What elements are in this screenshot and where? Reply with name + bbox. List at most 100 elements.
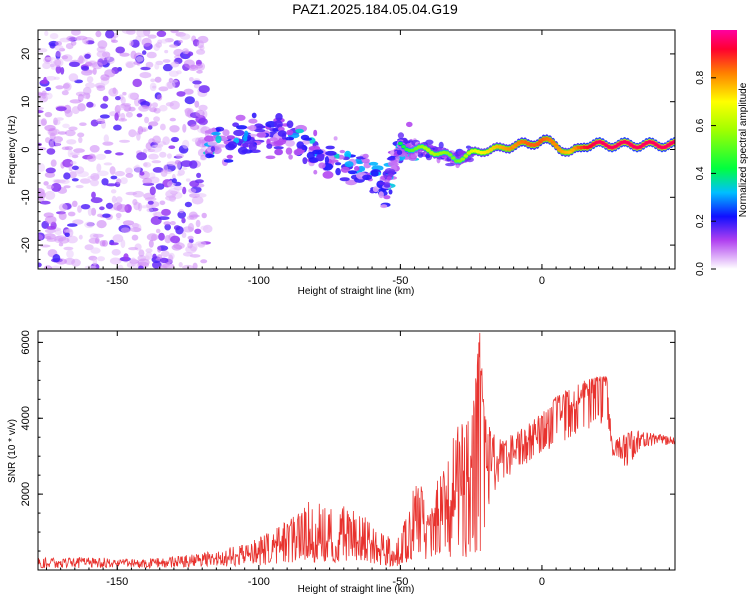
spectrogram-blob — [115, 96, 121, 101]
spectrogram-blob — [185, 178, 191, 182]
spectrogram-blob — [192, 80, 202, 85]
spectrogram-blob — [154, 76, 162, 83]
spectrogram-blob — [178, 39, 183, 44]
spectrogram-blob — [44, 171, 56, 178]
spectrogram-blob — [126, 62, 134, 69]
spectrogram-blob — [178, 262, 183, 268]
spectrogram-blob — [160, 123, 166, 131]
spectrogram-blob — [215, 135, 222, 144]
spectrogram-blob — [147, 125, 153, 130]
spectrogram-blob — [44, 215, 57, 225]
spectrogram-blob — [388, 189, 393, 195]
spectrogram-blob — [457, 150, 466, 156]
spectrogram-blob — [49, 33, 59, 40]
spectrogram-blob — [138, 265, 144, 269]
spectrogram-blob — [90, 207, 97, 216]
spectrogram-y-tick-label: 0 — [20, 146, 32, 152]
spectrogram-ridge-core — [654, 143, 660, 147]
spectrogram-blob — [169, 125, 180, 133]
spectrogram-blob — [265, 121, 278, 128]
spectrogram-blob — [64, 129, 76, 137]
spectrogram-blob — [182, 123, 187, 133]
spectrogram-blob — [72, 219, 84, 225]
spectrogram-ridge-cell — [398, 141, 403, 146]
spectrogram-blob — [64, 146, 73, 151]
spectrogram-blob — [90, 179, 99, 187]
spectrogram-blob — [157, 245, 162, 253]
spectrogram-blob — [131, 234, 139, 241]
spectrogram-blob — [54, 44, 64, 51]
spectrogram-blob — [266, 143, 273, 149]
spectrogram-ridge-core — [555, 145, 560, 149]
spectrogram-y-axis-label: Frequency (Hz) — [7, 116, 18, 185]
spectrogram-blob — [226, 135, 235, 140]
spectrogram-blob — [187, 222, 195, 232]
spectrogram-ridge-core — [670, 141, 675, 144]
spectrogram-blob — [51, 182, 62, 192]
spectrogram-blob — [102, 141, 114, 146]
spectrogram-blob — [105, 202, 114, 209]
spectrogram-blob — [50, 265, 62, 269]
spectrogram-blob — [196, 70, 203, 74]
spectrogram-ridge-core — [667, 143, 672, 146]
spectrogram-blob — [175, 153, 184, 159]
spectrogram-blob — [272, 128, 280, 132]
spectrogram-blob — [109, 166, 116, 175]
spectrogram-blob — [192, 262, 198, 269]
spectrogram-marks — [38, 30, 675, 269]
spectrogram-blob — [117, 264, 124, 269]
spectrogram-x-ticks: -150 -100 -50 0 — [45, 30, 670, 287]
spectrogram-blob — [52, 254, 61, 263]
spectrogram-blob — [248, 125, 257, 132]
spectrogram-blob — [146, 233, 159, 241]
spectrogram-blob — [77, 93, 84, 102]
spectrogram-blob — [46, 226, 56, 230]
spectrogram-blob — [189, 77, 194, 82]
spectrogram-blob — [273, 120, 283, 129]
spectrogram-blob — [170, 235, 181, 244]
spectrogram-ridge-core — [608, 146, 613, 149]
spectrogram-blob — [183, 59, 195, 68]
spectrogram-blob — [236, 125, 248, 130]
spectrogram-blob — [63, 229, 73, 233]
snr-x-tick-label: 0 — [539, 576, 545, 588]
spectrogram-blob — [195, 241, 207, 246]
spectrogram-blob — [78, 234, 83, 240]
spectrogram-ridge-core — [595, 140, 600, 144]
spectrogram-blob — [116, 204, 129, 213]
spectrogram-blob — [144, 197, 157, 202]
spectrogram-blob — [61, 90, 69, 96]
spectrogram-blob — [67, 149, 73, 158]
spectrogram-blob — [169, 117, 176, 122]
spectrogram-blob — [38, 234, 44, 241]
spectrogram-blob — [64, 232, 70, 238]
spectrogram-blob — [223, 159, 234, 163]
spectrogram-blob — [114, 112, 119, 121]
spectrogram-blob — [55, 106, 67, 112]
spectrogram-blob — [100, 103, 108, 109]
spectrogram-x-axis-label: Height of straight line (km) — [298, 286, 415, 297]
spectrogram-blob — [157, 265, 168, 269]
spectrogram-blob — [285, 139, 295, 147]
spectrogram-blob — [53, 58, 64, 67]
spectrogram-ridge-cell — [457, 159, 462, 163]
spectrogram-blob — [137, 258, 150, 267]
spectrogram-blob — [251, 112, 257, 119]
spectrogram-blob — [377, 181, 387, 186]
spectrogram-ridge-core — [567, 151, 572, 154]
spectrogram-blob — [362, 174, 373, 181]
spectrogram-ridge-cell — [422, 146, 428, 150]
spectrogram-blob — [117, 104, 126, 111]
spectrogram-ridge-core — [548, 139, 554, 142]
spectrogram-blob — [62, 83, 70, 89]
spectrogram-blob — [162, 59, 171, 63]
spectrogram-blob — [138, 249, 145, 257]
colorbar-gradient — [711, 30, 737, 269]
colorbar-tick-label: 0.4 — [695, 166, 706, 180]
spectrogram-blob — [184, 201, 192, 208]
spectrogram-blob — [103, 134, 110, 143]
spectrogram-blob — [108, 87, 119, 97]
spectrogram-blob — [123, 105, 132, 112]
spectrogram-blob — [84, 53, 91, 59]
spectrogram-blob — [306, 151, 315, 160]
